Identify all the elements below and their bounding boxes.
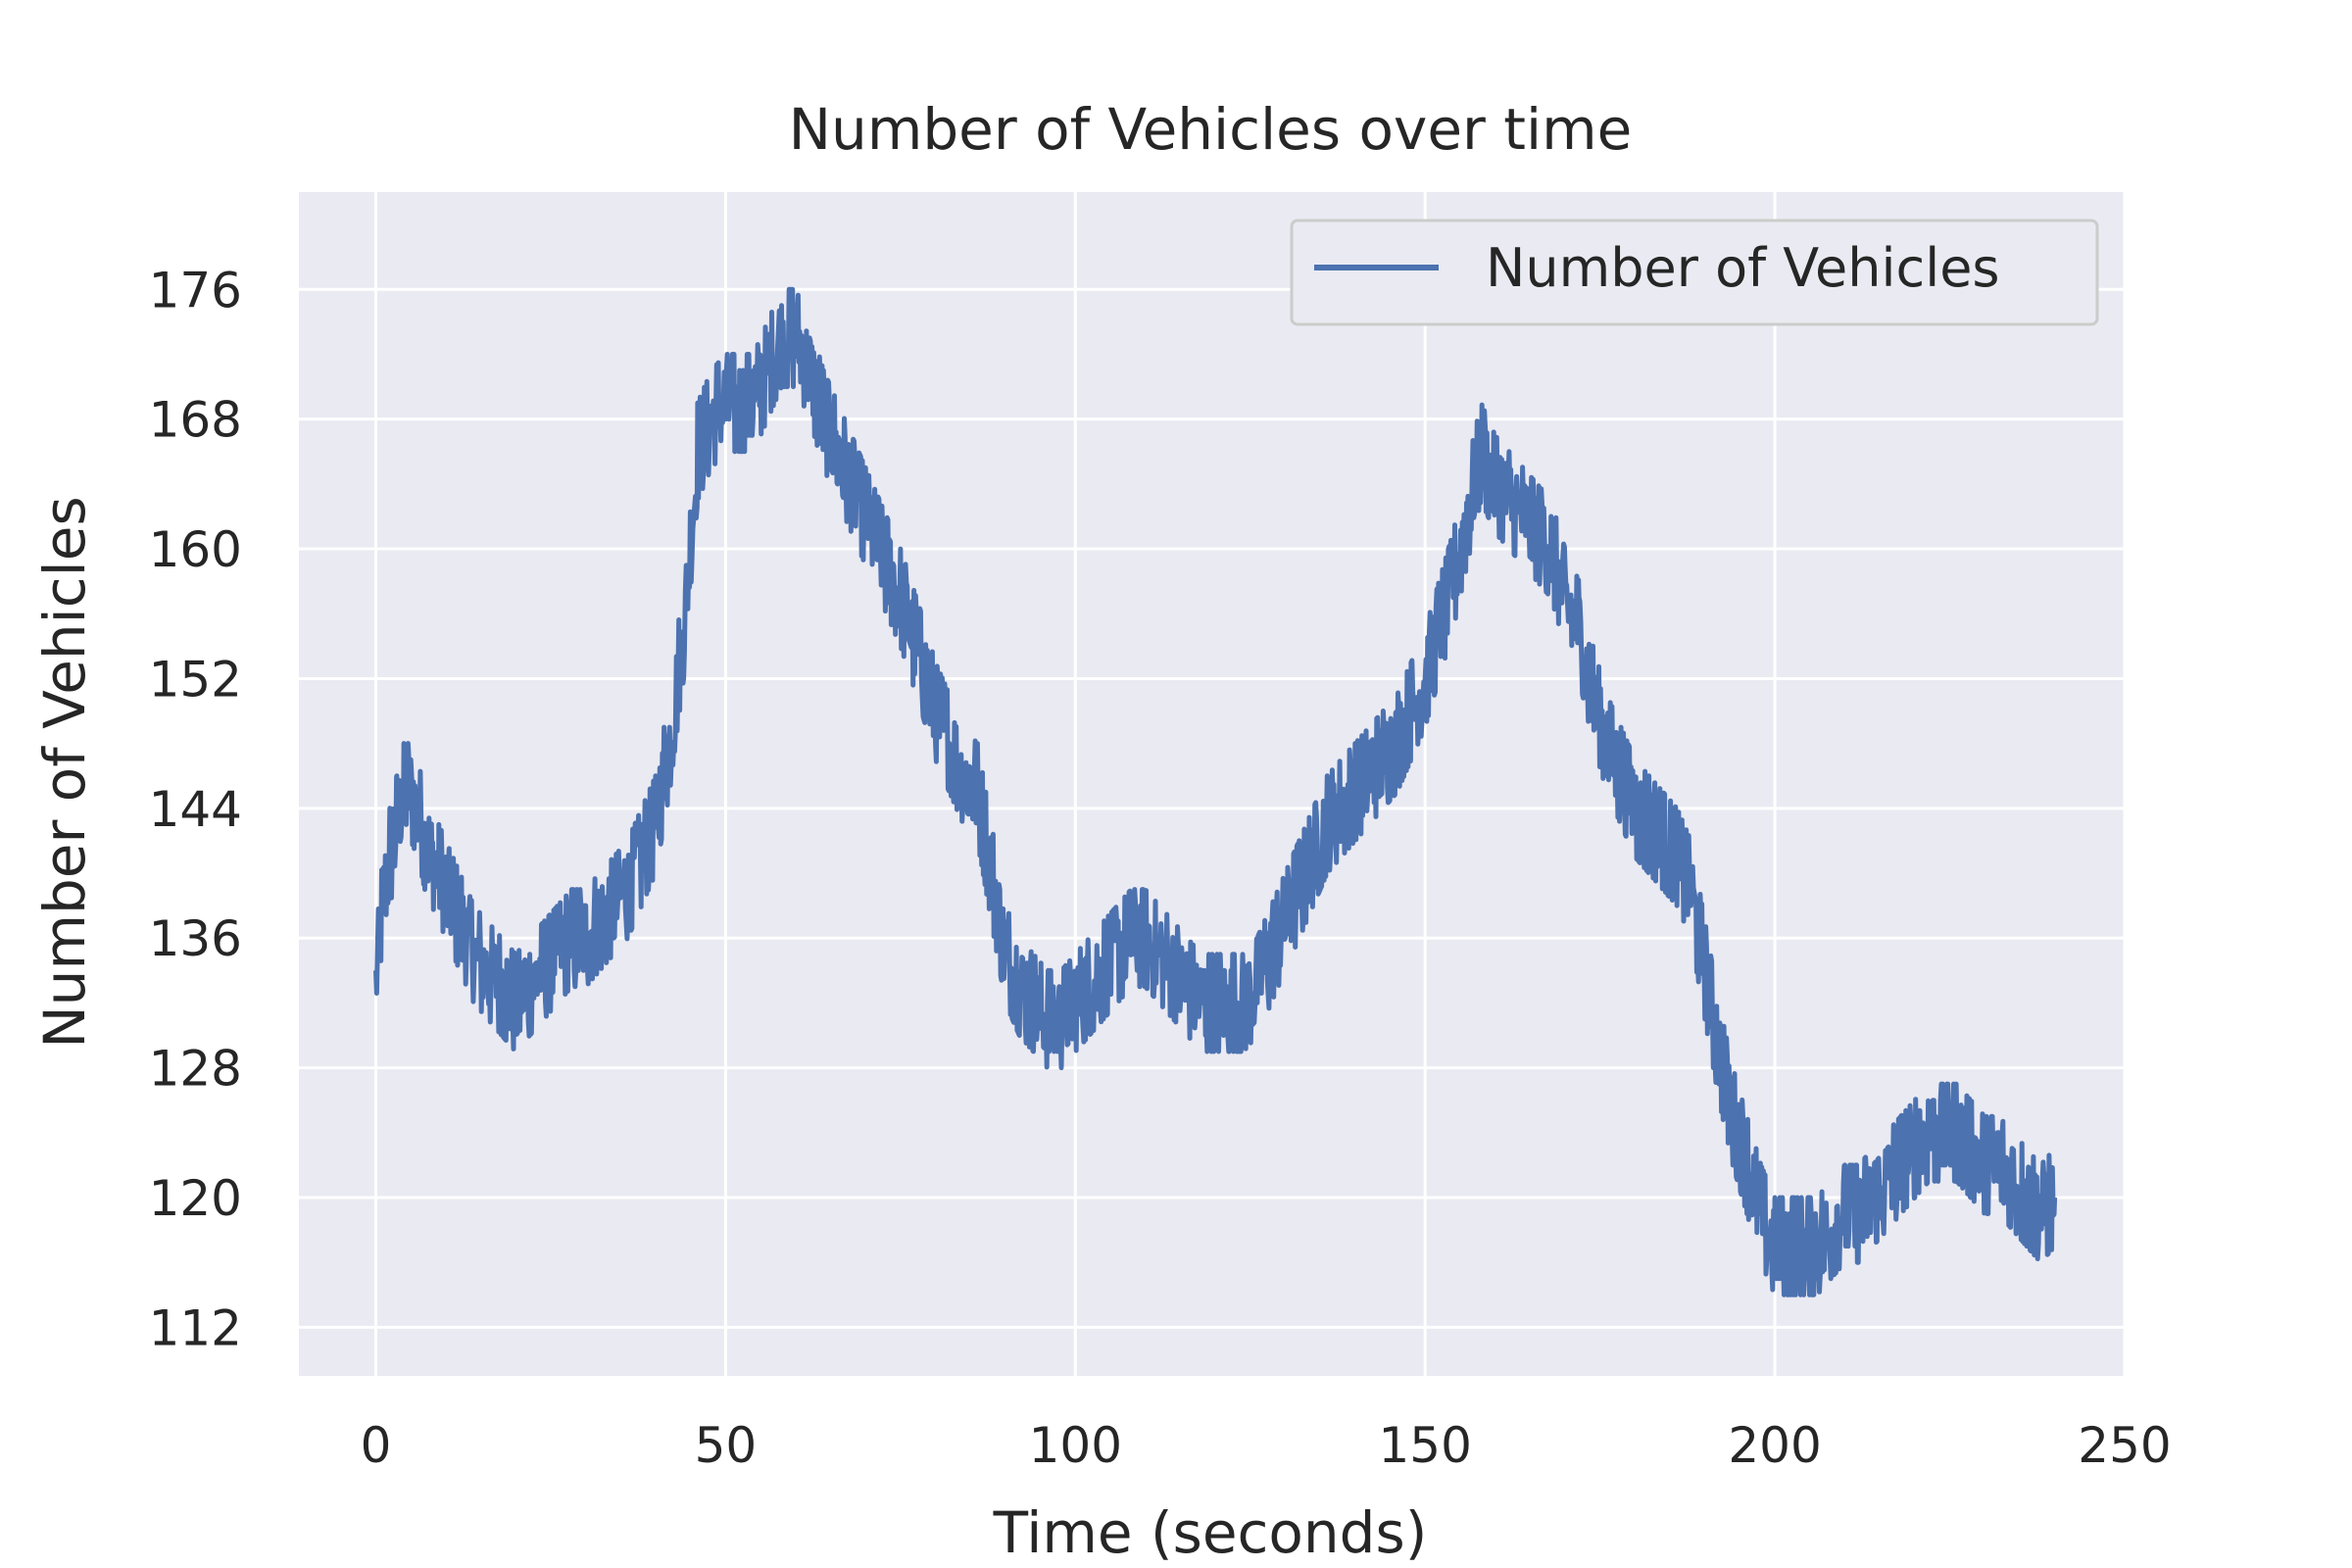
x-tick-label: 0 [361, 1417, 392, 1474]
y-tick-label: 144 [149, 781, 242, 838]
legend-box [1290, 219, 2099, 326]
x-tick-label: 200 [1728, 1417, 1821, 1474]
y-tick-label: 136 [149, 910, 242, 967]
plot-area [299, 192, 2125, 1376]
y-tick-label: 160 [149, 521, 242, 578]
y-axis-label: Number of Vehicles [31, 496, 98, 1048]
y-tick-label: 152 [149, 651, 242, 708]
y-tick-label: 120 [149, 1170, 242, 1227]
y-tick-label: 128 [149, 1041, 242, 1098]
y-tick-label: 176 [149, 262, 242, 318]
y-tick-label: 168 [149, 392, 242, 449]
chart-title: Number of Vehicles over time [789, 96, 1633, 163]
tick-labels: 0 50 100 150 200 250 112 120 128 136 144 152 160 168 1… [149, 262, 2172, 1474]
series-layer [373, 286, 2058, 1298]
legend-label: Number of Vehicles [1486, 237, 2000, 299]
x-axis-label: Time (seconds) [993, 1499, 1428, 1566]
y-tick-label: 112 [149, 1299, 242, 1356]
x-tick-label: 250 [2078, 1417, 2171, 1474]
legend: Number of Vehicles [1290, 219, 2099, 326]
x-tick-label: 100 [1029, 1417, 1122, 1474]
x-tick-label: 150 [1378, 1417, 1471, 1474]
series-line [373, 286, 2058, 1298]
x-tick-label: 50 [695, 1417, 758, 1474]
